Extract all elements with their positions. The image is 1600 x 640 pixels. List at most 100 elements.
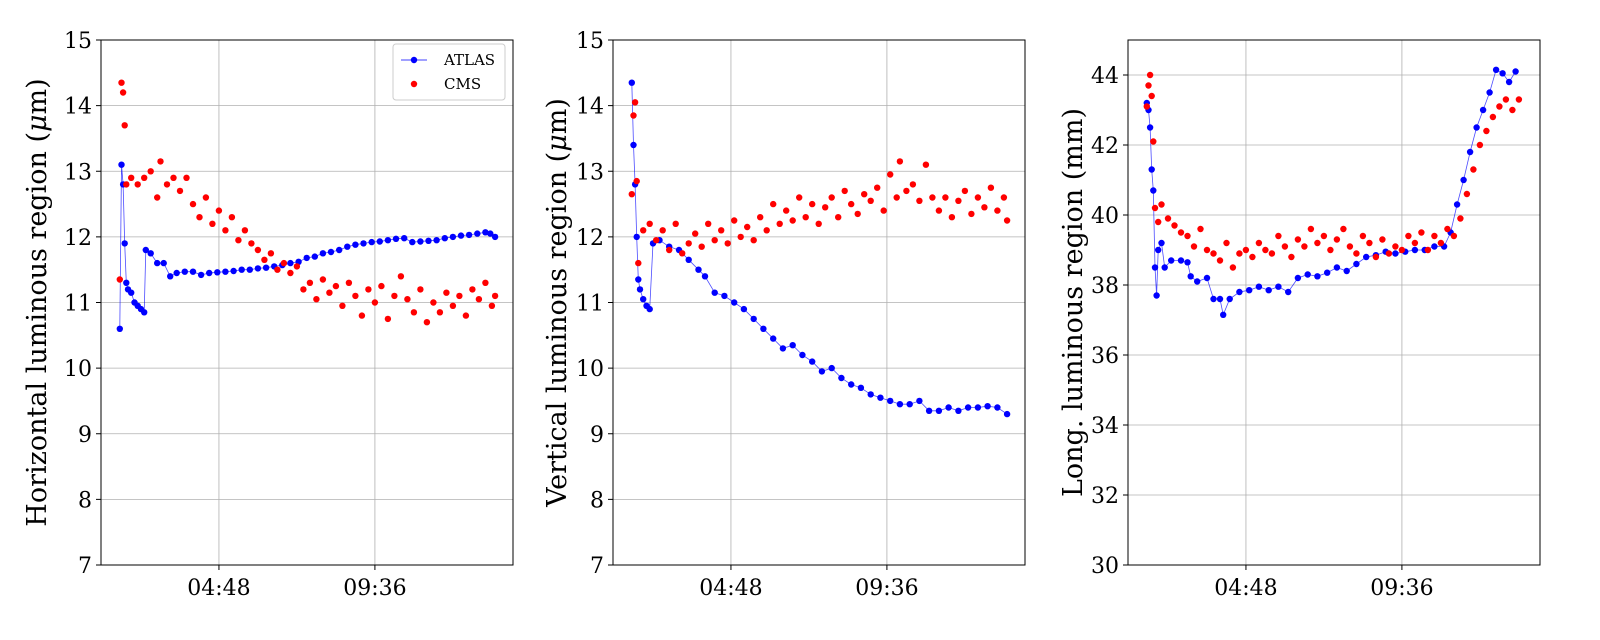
series-atlas xyxy=(1143,66,1519,318)
data-point-cms xyxy=(789,217,796,224)
x-tick-label: 09:36 xyxy=(1370,576,1433,601)
data-point-atlas xyxy=(154,259,161,267)
data-point-atlas xyxy=(189,268,197,275)
data-point-atlas xyxy=(142,246,149,254)
data-point-atlas xyxy=(646,305,653,313)
data-point-atlas xyxy=(1512,68,1519,75)
data-point-cms xyxy=(1424,246,1432,254)
data-point-cms xyxy=(1307,225,1315,233)
data-point-cms xyxy=(848,200,855,208)
data-point-cms xyxy=(1457,215,1464,222)
chart-panel-1: 7 8 9 10 11 12 13 14 15 04:48 09:36 Horizontal lumi… xyxy=(22,29,514,601)
series-atlas xyxy=(116,161,499,332)
y-tick-label: 32 xyxy=(1091,484,1119,509)
data-point-atlas xyxy=(147,250,154,257)
data-point-atlas xyxy=(287,259,294,267)
data-point-atlas xyxy=(425,237,432,244)
data-point-atlas xyxy=(695,266,702,273)
data-point-cms xyxy=(1301,243,1308,250)
data-point-atlas xyxy=(128,289,135,296)
data-point-cms xyxy=(1146,71,1154,79)
data-point-cms xyxy=(672,220,679,227)
data-point-atlas xyxy=(633,233,640,241)
data-point-cms xyxy=(410,309,418,316)
y-axis-label: Horizontal luminous region (μm) xyxy=(22,78,53,526)
data-point-cms xyxy=(770,200,777,208)
data-point-atlas xyxy=(336,246,343,254)
data-point-cms xyxy=(1294,236,1302,243)
data-point-cms xyxy=(981,204,988,211)
data-point-atlas xyxy=(630,141,637,149)
data-point-atlas xyxy=(1479,106,1487,114)
y-tick-label: 36 xyxy=(1091,344,1119,369)
data-point-cms xyxy=(1398,246,1406,254)
data-point-cms xyxy=(189,200,197,208)
legend-marker-cms xyxy=(410,80,418,88)
data-point-cms xyxy=(430,299,437,306)
data-point-cms xyxy=(1249,253,1256,261)
data-point-atlas xyxy=(828,364,835,372)
data-point-atlas xyxy=(238,266,245,273)
data-point-cms xyxy=(685,240,692,247)
data-point-cms xyxy=(1216,257,1224,264)
data-point-cms xyxy=(679,250,686,257)
data-point-atlas xyxy=(984,403,991,410)
data-point-atlas xyxy=(1486,89,1493,96)
series-line-atlas xyxy=(631,82,1008,415)
data-point-cms xyxy=(119,89,127,96)
data-point-atlas xyxy=(1151,264,1159,271)
data-point-cms xyxy=(666,246,673,254)
data-point-cms xyxy=(326,289,333,296)
series-line-atlas xyxy=(1146,69,1516,317)
data-point-cms xyxy=(1150,138,1157,145)
data-point-atlas xyxy=(916,397,923,405)
data-point-atlas xyxy=(491,233,499,241)
y-tick-label: 34 xyxy=(1091,414,1119,439)
x-tick-label: 04:48 xyxy=(187,576,250,601)
data-point-cms xyxy=(942,194,949,201)
data-point-cms xyxy=(1502,96,1510,103)
data-point-cms xyxy=(1171,222,1178,229)
data-point-atlas xyxy=(740,305,748,313)
y-axis-label-part: Horizontal luminous region ( xyxy=(22,132,53,527)
data-point-cms xyxy=(744,223,751,231)
y-tick-label: 9 xyxy=(590,423,604,448)
data-point-cms xyxy=(1470,166,1477,173)
data-point-atlas xyxy=(121,240,128,247)
y-tick-label: 14 xyxy=(576,95,604,120)
data-point-cms xyxy=(698,243,705,250)
data-point-cms xyxy=(633,177,640,185)
data-point-cms xyxy=(1177,229,1185,236)
data-point-cms xyxy=(630,112,637,119)
x-tick-label: 09:36 xyxy=(343,576,406,601)
data-point-cms xyxy=(955,197,962,204)
data-point-cms xyxy=(241,227,249,234)
data-point-atlas xyxy=(1168,257,1175,264)
legend-label-cms: CMS xyxy=(444,75,481,93)
data-point-cms xyxy=(828,194,835,201)
data-point-atlas xyxy=(1411,246,1419,254)
data-point-cms xyxy=(215,207,223,214)
data-point-atlas xyxy=(1148,166,1155,173)
data-point-cms xyxy=(183,174,190,181)
data-point-cms xyxy=(300,286,307,293)
data-point-atlas xyxy=(352,241,359,248)
data-point-cms xyxy=(1148,92,1155,100)
data-point-cms xyxy=(339,302,346,309)
data-point-cms xyxy=(750,237,757,244)
data-point-cms xyxy=(718,227,725,234)
data-point-atlas xyxy=(181,268,188,275)
y-tick-label: 10 xyxy=(64,357,92,382)
y-axis-label-part: Long. luminous region (mm) xyxy=(1058,108,1089,497)
data-point-cms xyxy=(1385,250,1393,257)
y-axis-label-part: m) xyxy=(542,98,573,134)
y-tick-label: 9 xyxy=(78,423,92,448)
data-point-atlas xyxy=(974,404,982,411)
data-point-atlas xyxy=(116,325,124,332)
data-point-atlas xyxy=(1194,278,1201,285)
data-point-cms xyxy=(274,266,281,273)
data-point-cms xyxy=(1320,232,1328,240)
data-point-cms xyxy=(128,174,135,181)
data-point-cms xyxy=(1509,106,1516,114)
data-point-cms xyxy=(815,220,822,227)
